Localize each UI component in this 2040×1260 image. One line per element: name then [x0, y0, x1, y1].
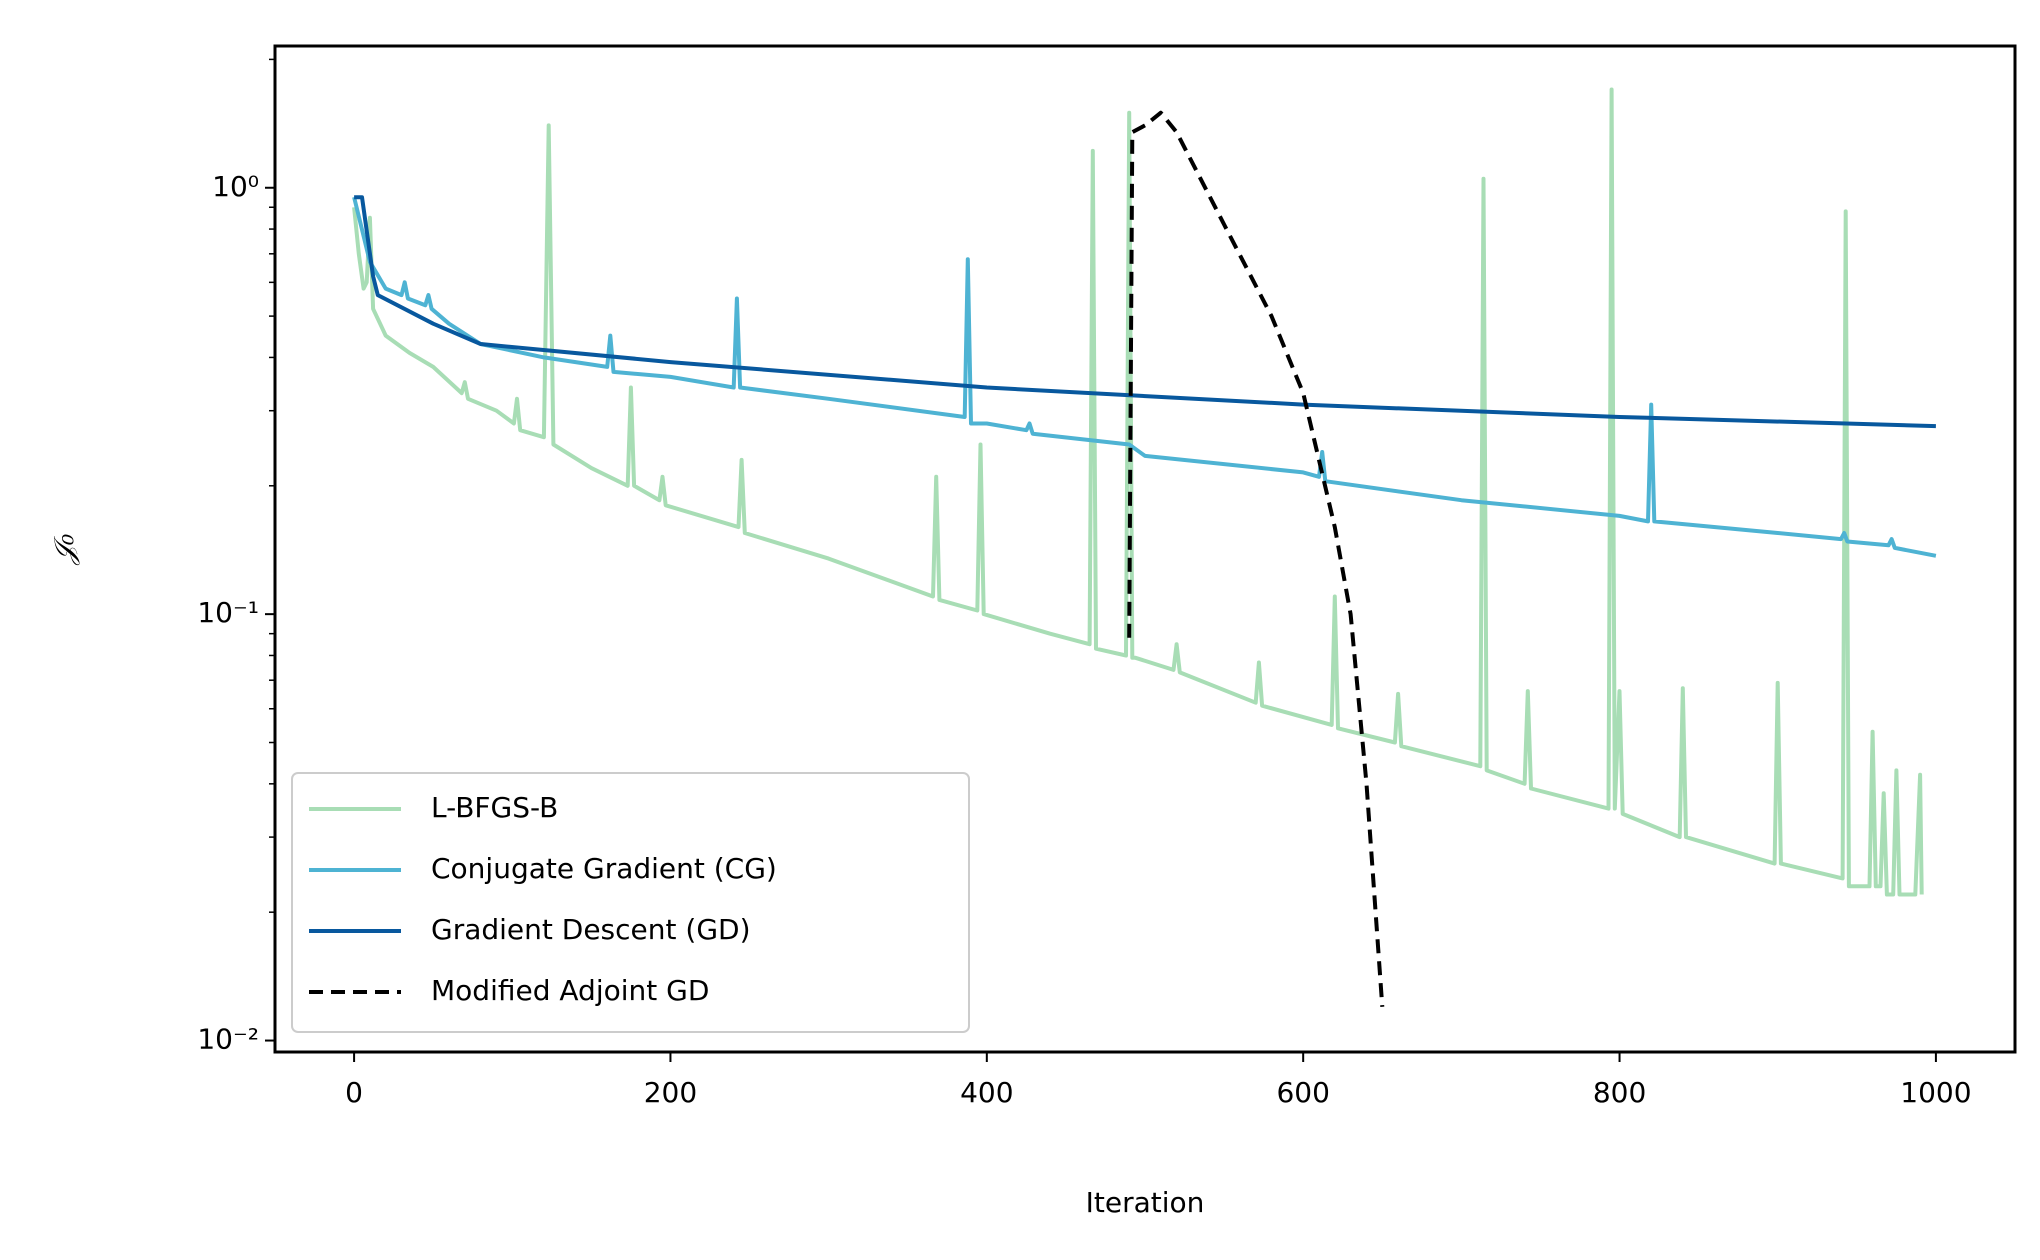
series-line [352, 196, 1937, 558]
y-tick-label: 10⁻¹ [197, 596, 259, 629]
series-line [354, 195, 1936, 429]
x-tick-label: 1000 [1900, 1076, 1971, 1109]
legend-label: Modified Adjoint GD [431, 974, 709, 1007]
x-axis-label: Iteration [1086, 1186, 1205, 1219]
legend-label: Conjugate Gradient (CG) [431, 852, 777, 885]
legend-box [291, 772, 970, 1033]
legend-label: L-BFGS-B [431, 791, 558, 824]
x-tick-label: 200 [644, 1076, 697, 1109]
x-tick-label: 800 [1593, 1076, 1646, 1109]
y-tick-label: 10⁻² [197, 1023, 259, 1056]
x-tick-label: 0 [345, 1076, 363, 1109]
plot-frame [273, 44, 2017, 1054]
series-line [1127, 110, 1385, 1007]
legend-label: Gradient Descent (GD) [431, 913, 751, 946]
series-line [352, 87, 1924, 897]
x-tick-label: 600 [1276, 1076, 1329, 1109]
x-tick-label: 400 [960, 1076, 1013, 1109]
y-tick-label: 10⁰ [212, 170, 259, 203]
y-axis-label: 𝒥₀ [48, 534, 81, 567]
